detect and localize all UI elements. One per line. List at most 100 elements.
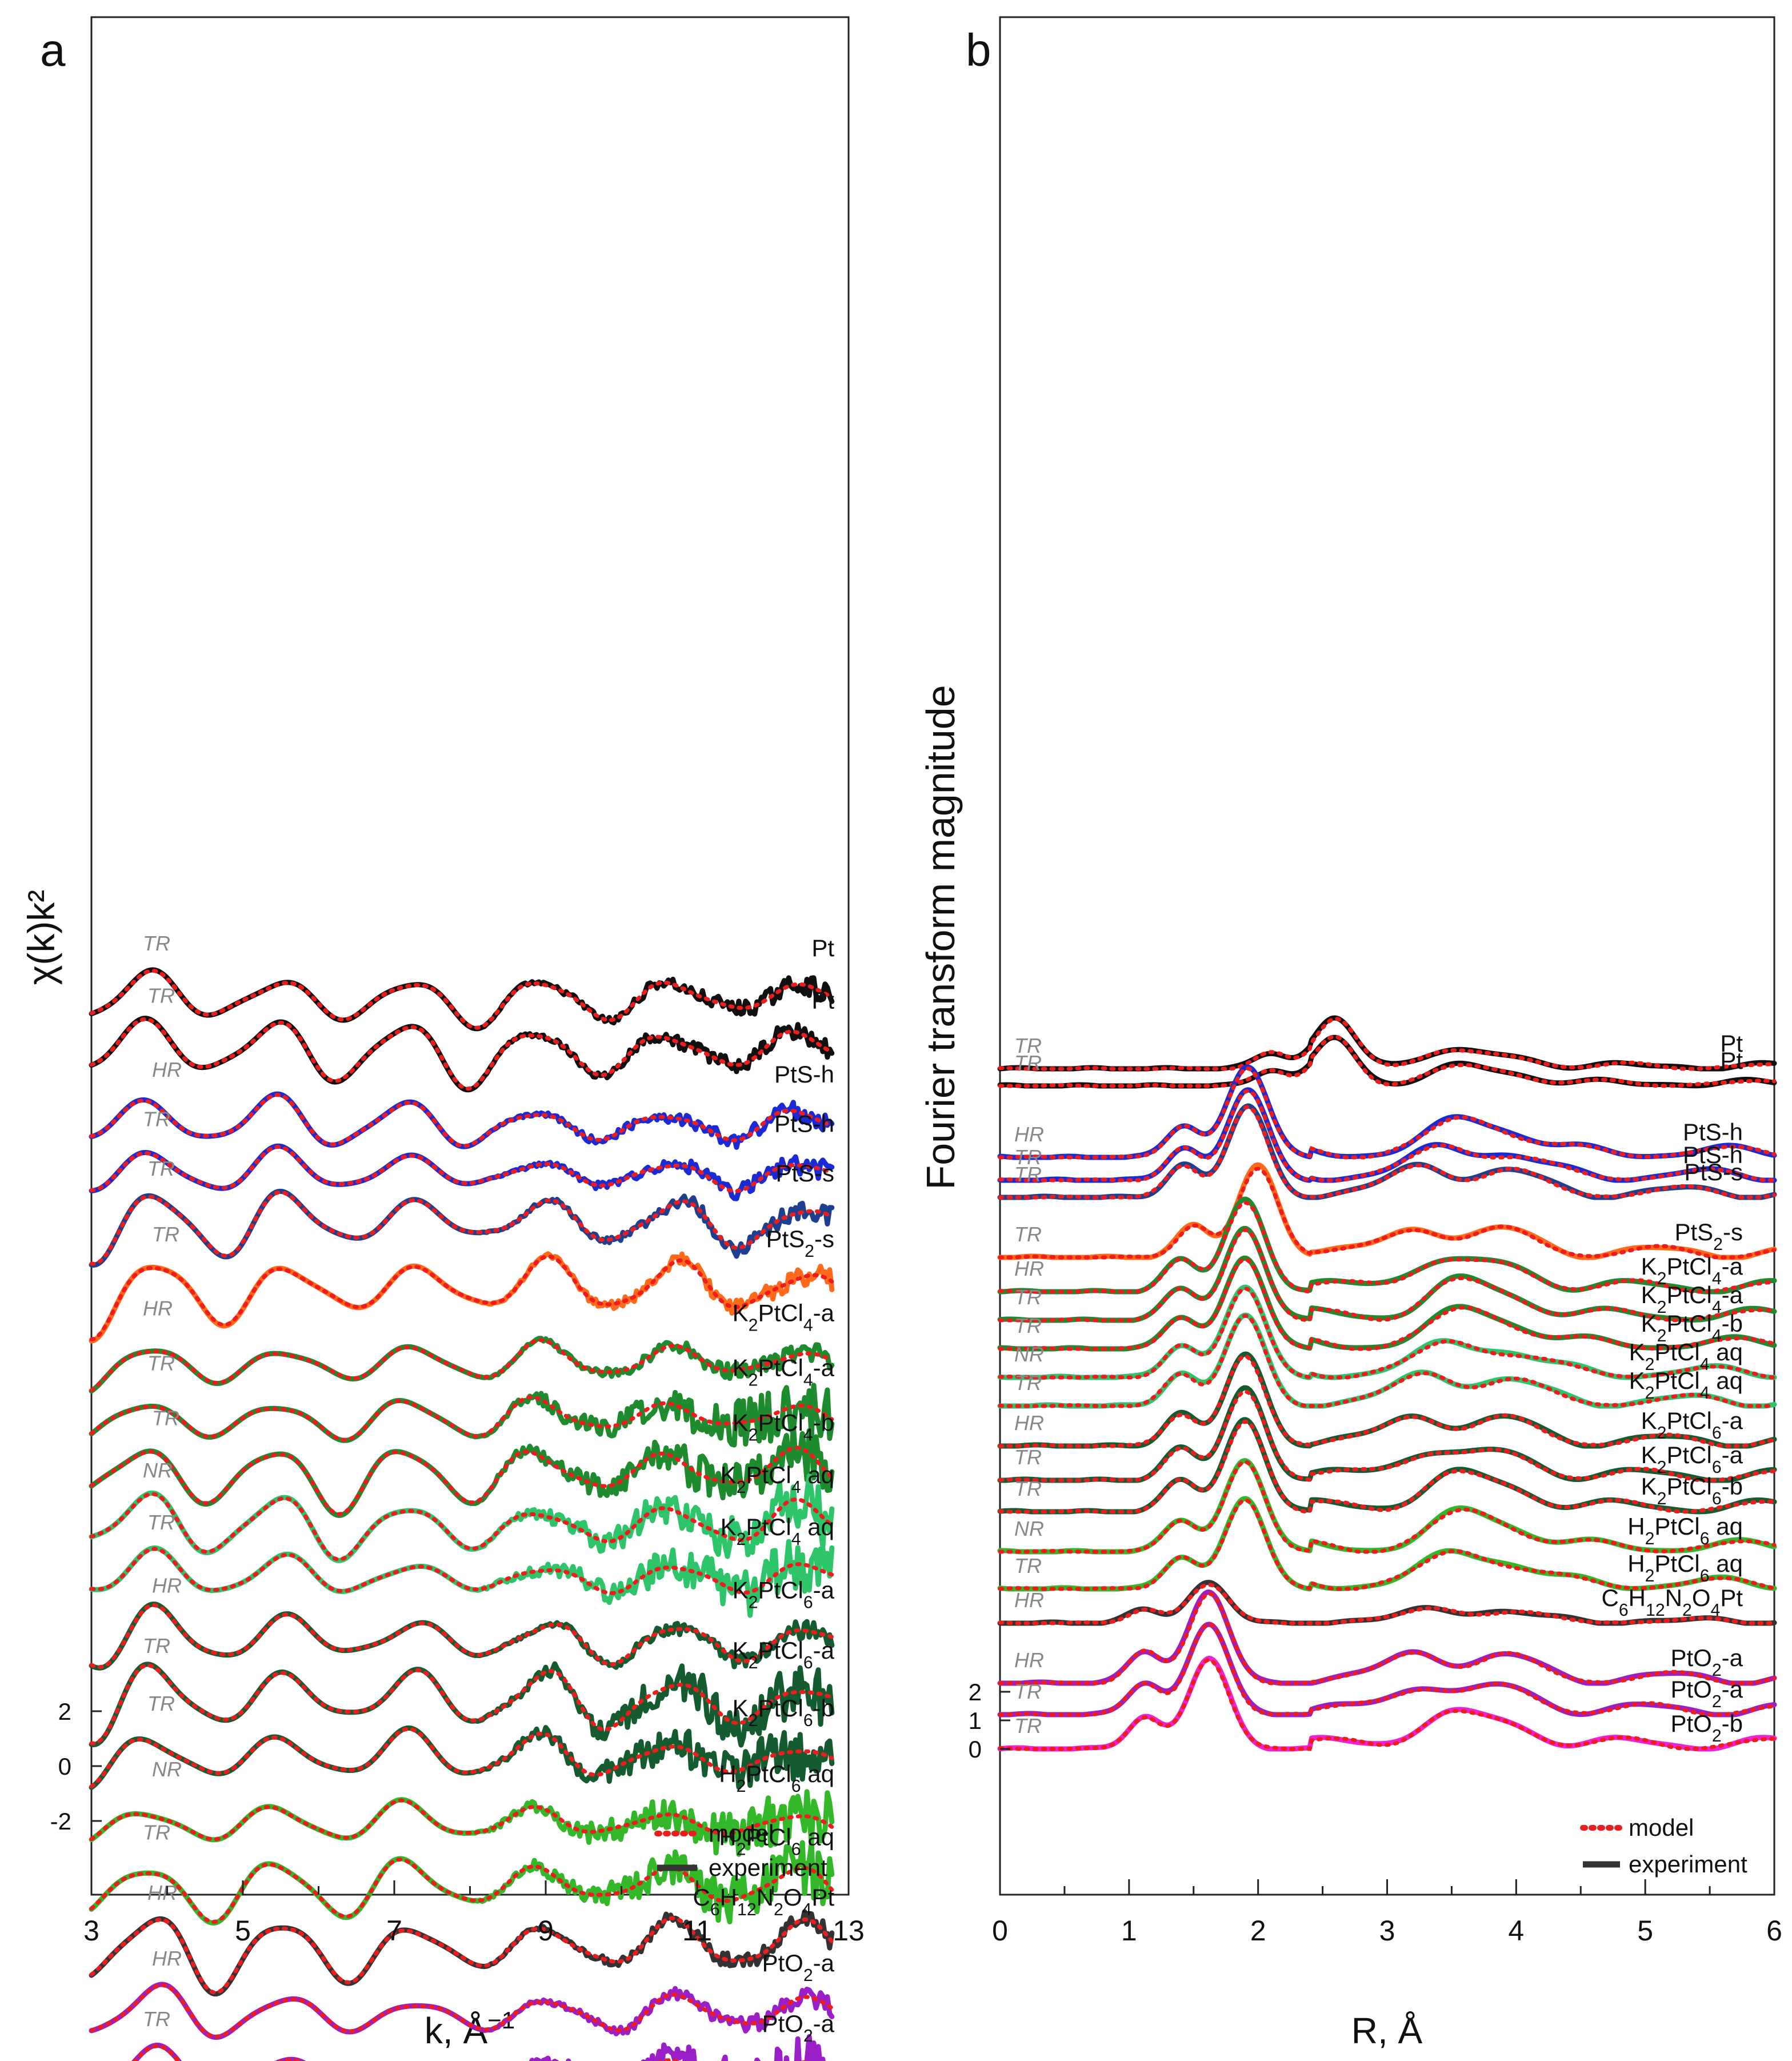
- panel-b-xtick-label-0: 0: [992, 1915, 1008, 1947]
- panel-b-series-label-15: H2PtCl6 aq: [1627, 1513, 1743, 1548]
- panel-a-series-label-7: K2PtCl4-a: [733, 1300, 835, 1335]
- panel-b-model-line-2: [998, 1035, 1777, 1088]
- panel-a-series-2: TR Pt: [89, 984, 834, 1093]
- panel-b-technique-15: NR: [1014, 1517, 1044, 1540]
- panel-b-technique-14: TR: [1014, 1477, 1042, 1500]
- panel-b-model-line-1: [998, 1017, 1777, 1071]
- panel-b-series-13: TR K2PtCl6-a: [997, 1385, 1777, 1483]
- panel-b-letter: b: [966, 25, 991, 75]
- panel-a-technique-17: HR: [147, 1881, 177, 1904]
- panel-a-series-label-11: K2PtCl4 aq: [721, 1513, 834, 1549]
- panel-b-model-line-13: [998, 1389, 1777, 1483]
- panel-a-series-3: HR PtS-h: [89, 1058, 835, 1150]
- panel-b-model-line-16: [998, 1498, 1777, 1591]
- panel-b-legend-experiment-label: experiment: [1629, 1851, 1747, 1878]
- panel-a-technique-8: TR: [147, 1352, 175, 1375]
- panel-b-series-14: TR K2PtCl6-b: [997, 1417, 1777, 1515]
- panel-b-series-label-6: PtS2-s: [1674, 1219, 1743, 1254]
- panel-b-model-line-12: [998, 1354, 1777, 1448]
- panel-b-ytick-label-2: 0: [969, 1736, 982, 1763]
- panel-b-experiment-line-19: [997, 1621, 1777, 1718]
- panel-b-model-line-11: [998, 1313, 1777, 1408]
- panel-a-series-label-8: K2PtCl4-a: [733, 1355, 835, 1390]
- panel-a-technique-3: HR: [152, 1058, 182, 1081]
- panel-a-series-17: HR C6H12N2O4Pt: [89, 1881, 834, 1997]
- panel-b-technique-2: TR: [1014, 1051, 1042, 1075]
- panel-a-ytick-label-0: 2: [58, 1698, 71, 1725]
- panel-b-model-line-18: [998, 1591, 1777, 1685]
- panel-a-xlabel: k, Å−1: [425, 2007, 515, 2051]
- panel-b-series-label-19: PtO2-a: [1670, 1676, 1743, 1711]
- panel-a-model-line-7: [89, 1338, 834, 1392]
- panel-b-model-line-4: [998, 1089, 1777, 1183]
- panel-b-technique-11: TR: [1014, 1371, 1042, 1395]
- panel-b-legend: model experiment: [1580, 1814, 1747, 1878]
- panel-a-ylabel: χ(k)k²: [20, 890, 62, 985]
- panel-b-series-20: TR PtO2-b: [997, 1656, 1777, 1752]
- panel-b-model-line-15: [998, 1460, 1777, 1554]
- panel-b-xtick-label-6: 6: [1766, 1915, 1782, 1947]
- panel-a-series-label-4: PtS-h: [774, 1110, 834, 1137]
- panel-b-series-5: TR PtS-s: [997, 1103, 1777, 1200]
- panel-a-experiment-line-4: [89, 1143, 835, 1201]
- panel-b-technique-5: TR: [1014, 1163, 1042, 1186]
- panel-b-technique-12: HR: [1014, 1411, 1044, 1435]
- panel-a-series-label-10: K2PtCl4 aq: [721, 1461, 834, 1497]
- panel-a-series-5: TR PtS-s: [89, 1157, 835, 1268]
- panel-b-model-line-14: [998, 1419, 1777, 1514]
- panel-a-series-12: HR K2PtCl6-a: [89, 1573, 835, 1671]
- panel-a-experiment-line-14: [89, 1725, 835, 1790]
- panel-b-series-7: HR K2PtCl4-a: [997, 1196, 1777, 1295]
- panel-a-technique-5: TR: [147, 1157, 175, 1180]
- panel-b-series-label-8: K2PtCl4-a: [1641, 1281, 1743, 1317]
- panel-b-model-line-6: [998, 1167, 1777, 1260]
- panel-a-series-7: HR K2PtCl4-a: [89, 1297, 835, 1394]
- panel-b-model-line-5: [998, 1105, 1777, 1200]
- panel-b-legend-model-label: model: [1629, 1814, 1694, 1841]
- panel-a-ytick-label-2: -2: [50, 1808, 71, 1835]
- panel-a-model-line-13: [89, 1663, 834, 1746]
- panel-b-series-label-13: K2PtCl6-a: [1641, 1441, 1743, 1477]
- panel-b-ytick-label-1: 1: [969, 1707, 982, 1734]
- panel-a-xtick-label-11: 11: [682, 1915, 712, 1947]
- panel-a-technique-14: TR: [147, 1692, 175, 1715]
- panel-a-series-label-18: PtO2-a: [762, 1950, 834, 1985]
- panel-b-technique-10: NR: [1014, 1343, 1044, 1366]
- panel-a-legend-model-label: model: [709, 1820, 774, 1847]
- panel-b-model-line-9: [998, 1257, 1777, 1351]
- panel-a-series-label-16: H2PtCl6 aq: [719, 1823, 834, 1859]
- panel-a-series-group: TR Pt TR Pt HR PtS-h TR PtS-h TR PtS-s TR PtS2-s HR K…: [89, 932, 835, 2061]
- panel-b-model-line-20: [998, 1657, 1777, 1751]
- panel-b-xtick-label-1: 1: [1121, 1915, 1137, 1947]
- panel-a-model-line-12: [89, 1603, 834, 1669]
- panel-b-model-line-8: [998, 1228, 1777, 1323]
- panel-b-series-4: TR PtS-h: [997, 1087, 1777, 1183]
- panel-b-model-line-7: [998, 1200, 1777, 1294]
- panel-b-series-10: NR K2PtCl4 aq: [997, 1284, 1777, 1380]
- panel-b-model-line-17: [998, 1583, 1777, 1625]
- panel-a-frame: [90, 16, 850, 1896]
- panel-a-xtick-label-13: 13: [833, 1915, 865, 1947]
- panel-b-series-label-14: K2PtCl6-b: [1641, 1473, 1743, 1508]
- panel-a-experiment-line-3: [89, 1091, 835, 1150]
- panel-b-technique-16: TR: [1014, 1554, 1042, 1577]
- panel-a-model-line-1: [89, 968, 834, 1030]
- panel-b-series-15: NR H2PtCl6 aq: [997, 1458, 1777, 1555]
- panel-b-series-label-11: K2PtCl4 aq: [1629, 1367, 1743, 1403]
- panel-b-ylabel: Fourier transform magnitude: [918, 685, 963, 1189]
- panel-b-series-label-17: C6H12N2O4Pt: [1601, 1584, 1743, 1620]
- panel-b-series-label-1: Pt: [1720, 1030, 1743, 1057]
- panel-b-technique-3: HR: [1014, 1123, 1044, 1146]
- panel-a-series-15: NR H2PtCl6 aq: [89, 1758, 835, 1857]
- panel-b-technique-20: TR: [1014, 1714, 1042, 1738]
- panel-a-technique-19: TR: [143, 2007, 170, 2031]
- panel-b-technique-9: TR: [1014, 1314, 1042, 1337]
- panel-b-technique-8: TR: [1014, 1285, 1042, 1309]
- panel-b-ytick-label-0: 2: [969, 1679, 982, 1705]
- panel-a-technique-2: TR: [147, 984, 175, 1007]
- panel-a-experiment-line-7: [89, 1336, 835, 1394]
- panel-b-technique-13: TR: [1014, 1445, 1042, 1469]
- panel-a-ytick-label-1: 0: [58, 1753, 71, 1780]
